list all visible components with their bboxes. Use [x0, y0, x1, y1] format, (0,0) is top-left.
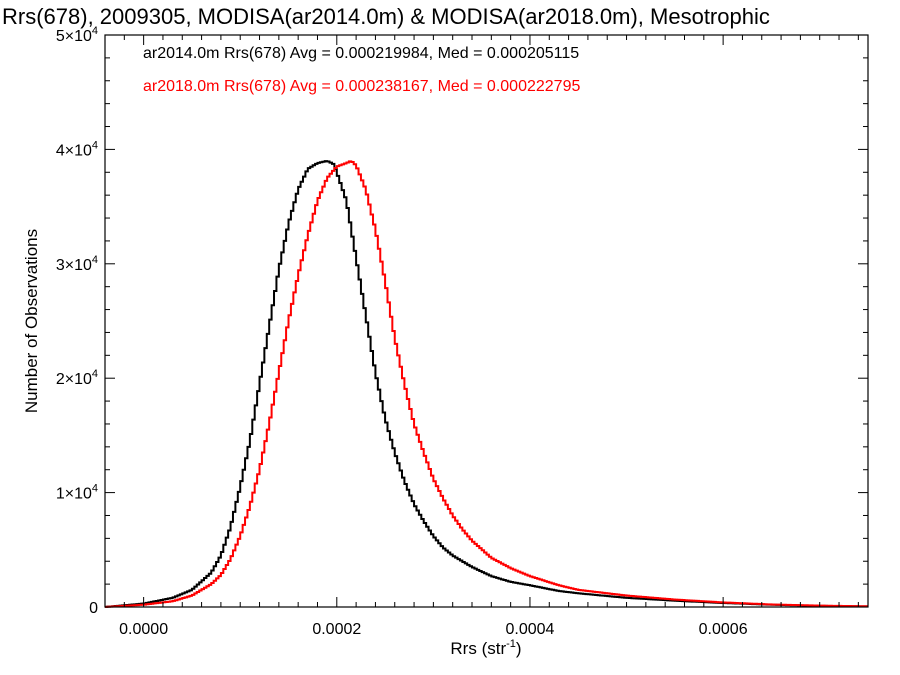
y-tick-label-text: 0 [89, 600, 98, 617]
series-line-ar2018.0m [105, 160, 868, 608]
y-tick-label-exp: 4 [92, 483, 98, 495]
series-layer [105, 160, 868, 608]
y-tick-label-base: 1×10 [56, 486, 92, 503]
x-tick-label: 0.0006 [699, 621, 748, 638]
stats-label-ar2018: ar2018.0m Rrs(678) Avg = 0.000238167, Me… [143, 78, 580, 95]
y-tick-label: 5×104 [56, 25, 98, 45]
stats-label-ar2014: ar2014.0m Rrs(678) Avg = 0.000219984, Me… [143, 45, 579, 62]
y-tick-label: 3×104 [56, 254, 98, 274]
y-tick-label-base: 4×10 [56, 142, 92, 159]
y-tick-label-exp: 4 [92, 254, 98, 266]
y-tick-label-base: 3×10 [56, 257, 92, 274]
y-tick-label: 0 [89, 600, 98, 617]
plot-frame [104, 34, 869, 608]
y-tick-label-exp: 4 [92, 139, 98, 151]
y-tick-label: 1×104 [56, 483, 98, 503]
x-axis-label: Rrs (str-1) [450, 638, 521, 658]
x-tick-label: 0.0000 [119, 621, 168, 638]
x-axis-label-sup: -1 [506, 638, 516, 650]
x-axis-label-close: ) [516, 639, 522, 658]
y-tick-label-base: 5×10 [56, 28, 92, 45]
y-tick-label-base: 2×10 [56, 371, 92, 388]
chart-title: Rrs(678), 2009305, MODISA(ar2014.0m) & M… [2, 4, 770, 29]
axes-layer: 0.0000 0.0002 0.0004 0.000601×1042×1043×104… [56, 25, 868, 638]
x-tick-label: 0.0004 [505, 621, 554, 638]
y-tick-label: 4×104 [56, 139, 98, 159]
x-axis-label-text: Rrs (str [450, 639, 506, 658]
y-tick-label-exp: 4 [92, 368, 98, 380]
y-axis-label: Number of Observations [22, 229, 41, 413]
y-tick-label-exp: 4 [92, 25, 98, 37]
x-tick-label: 0.0002 [312, 621, 361, 638]
y-tick-label: 2×104 [56, 368, 98, 388]
